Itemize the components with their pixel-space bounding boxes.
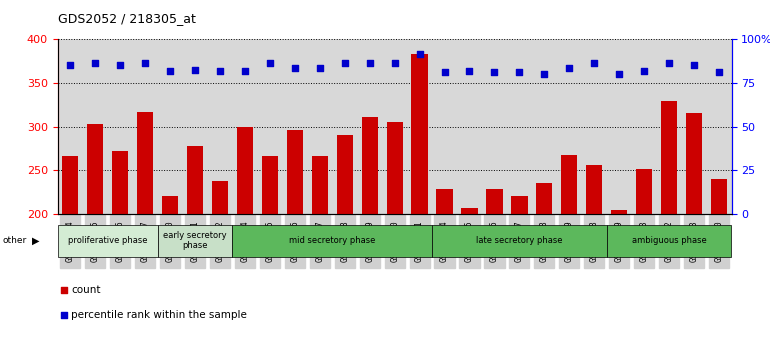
Bar: [162, 196, 178, 354]
Text: other: other: [2, 236, 26, 245]
Bar: [187, 146, 203, 354]
Bar: [237, 127, 253, 354]
Bar: [686, 113, 702, 354]
Bar: [212, 181, 228, 354]
Point: [613, 71, 625, 77]
Text: proliferative phase: proliferative phase: [68, 236, 147, 245]
Text: count: count: [72, 285, 101, 295]
Point: [563, 65, 575, 71]
Text: ▶: ▶: [32, 236, 40, 246]
Bar: [661, 101, 678, 354]
Bar: [586, 165, 602, 354]
Point: [58, 312, 70, 318]
Text: percentile rank within the sample: percentile rank within the sample: [72, 310, 247, 320]
Point: [139, 61, 151, 66]
Point: [588, 61, 601, 66]
Bar: [487, 189, 503, 354]
Bar: [432, 225, 607, 257]
Bar: [286, 130, 303, 354]
Bar: [711, 179, 727, 354]
Text: ambiguous phase: ambiguous phase: [631, 236, 707, 245]
Point: [239, 69, 251, 74]
Point: [339, 61, 351, 66]
Point: [214, 69, 226, 74]
Point: [64, 62, 76, 68]
Text: mid secretory phase: mid secretory phase: [289, 236, 376, 245]
Bar: [636, 170, 652, 354]
Bar: [611, 210, 628, 354]
Point: [488, 69, 500, 75]
Point: [189, 67, 201, 73]
Bar: [536, 183, 552, 354]
Text: GDS2052 / 218305_at: GDS2052 / 218305_at: [58, 12, 196, 25]
Point: [663, 61, 675, 66]
Bar: [158, 225, 233, 257]
Point: [164, 69, 176, 74]
Bar: [137, 112, 153, 354]
Bar: [233, 225, 432, 257]
Point: [538, 71, 551, 77]
Point: [58, 287, 70, 293]
Point: [413, 51, 426, 57]
Point: [89, 61, 102, 66]
Point: [638, 69, 651, 74]
Bar: [561, 155, 578, 354]
Text: early secretory
phase: early secretory phase: [163, 231, 227, 250]
Point: [713, 69, 725, 75]
Text: late secretory phase: late secretory phase: [476, 236, 563, 245]
Bar: [387, 122, 403, 354]
Point: [313, 65, 326, 71]
Bar: [262, 156, 278, 354]
Point: [464, 69, 476, 74]
Bar: [411, 54, 427, 354]
Point: [438, 69, 450, 75]
Point: [688, 62, 700, 68]
Bar: [312, 156, 328, 354]
Bar: [437, 189, 453, 354]
Bar: [62, 156, 79, 354]
Point: [114, 62, 126, 68]
Point: [289, 65, 301, 71]
Bar: [336, 135, 353, 354]
Bar: [362, 117, 378, 354]
Bar: [58, 225, 158, 257]
Bar: [87, 124, 103, 354]
Point: [363, 61, 376, 66]
Point: [514, 69, 526, 75]
Point: [388, 61, 400, 66]
Point: [263, 61, 276, 66]
Bar: [461, 208, 477, 354]
Bar: [607, 225, 731, 257]
Bar: [112, 151, 129, 354]
Bar: [511, 196, 527, 354]
